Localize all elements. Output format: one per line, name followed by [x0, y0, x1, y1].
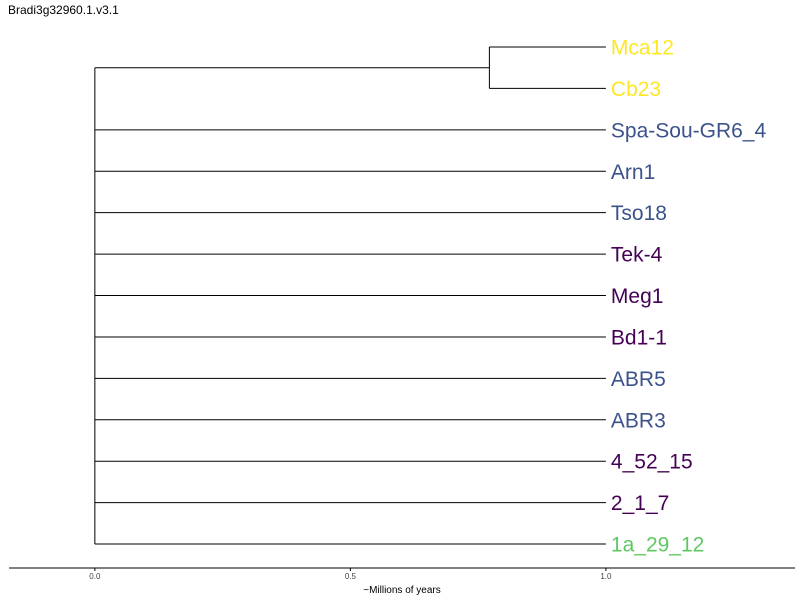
tip-label: Meg1 [611, 285, 664, 308]
tip-label: Tso18 [611, 202, 667, 225]
chart-title: Bradi3g32960.1.v3.1 [8, 3, 119, 17]
tip-label: 4_52_15 [611, 451, 693, 474]
tip-labels: Mca12 Cb23 Spa-Sou-GR6_4 Arn1 Tso18 Tek-4 Meg1… [611, 37, 767, 557]
tip-label: Arn1 [611, 161, 655, 184]
x-tick-label: 0.5 [345, 572, 357, 581]
tip-label: 1a_29_12 [611, 534, 704, 557]
tip-label: ABR5 [611, 368, 666, 391]
tip-label: Spa-Sou-GR6_4 [611, 119, 767, 142]
tip-label: Tek-4 [611, 244, 663, 267]
x-tick-label: 1.0 [600, 572, 612, 581]
tip-label: ABR3 [611, 409, 666, 432]
tip-label: 2_1_7 [611, 492, 669, 515]
x-axis: 0.0 0.5 1.0 ~Millions of years [9, 567, 795, 596]
tip-label: Mca12 [611, 37, 674, 60]
tip-label: Cb23 [611, 78, 661, 101]
x-axis-label: ~Millions of years [363, 585, 441, 596]
tree-branches [94, 46, 606, 545]
tip-label: Bd1-1 [611, 326, 667, 349]
x-tick-label: 0.0 [89, 572, 101, 581]
x-axis-ticks: 0.0 0.5 1.0 [89, 568, 612, 581]
